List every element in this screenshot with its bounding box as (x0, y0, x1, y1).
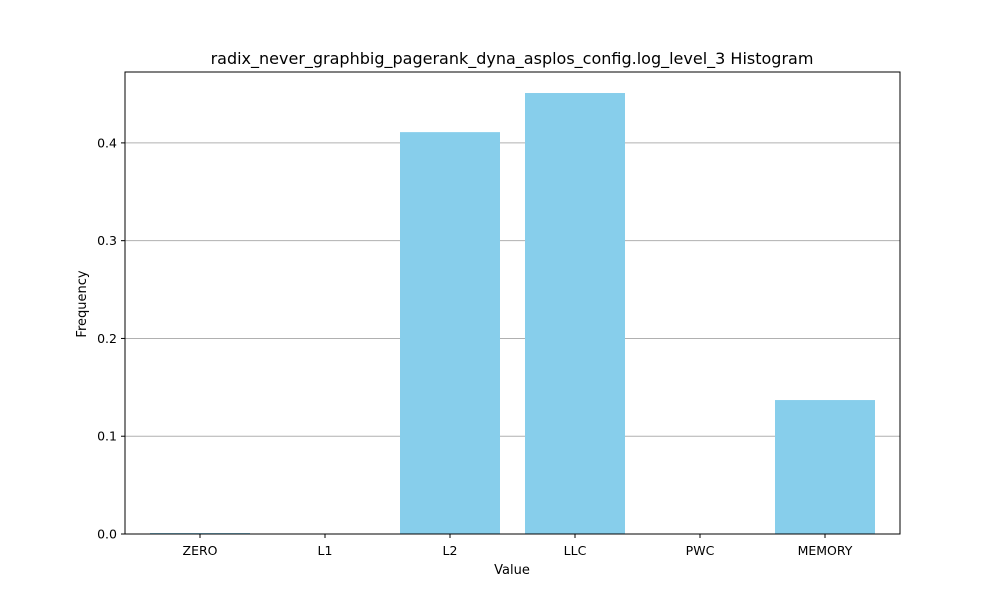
plot-frame (124, 71, 901, 535)
y-tick-label: 0.2 (97, 331, 117, 346)
y-tick-label: 0.4 (97, 135, 117, 150)
bars (150, 93, 875, 535)
x-ticks: ZERO L1 L2 LLC PWC MEMORY (183, 534, 853, 558)
y-ticks: 0.0 0.1 0.2 0.3 0.4 (97, 135, 125, 542)
y-tick-label: 0.1 (97, 429, 117, 444)
chart-title: radix_never_graphbig_pagerank_dyna_asplo… (211, 49, 814, 69)
x-tick-label-l2: L2 (443, 543, 458, 558)
x-tick-label-zero: ZERO (183, 543, 218, 558)
x-tick-label-pwc: PWC (686, 543, 715, 558)
x-tick-label-l1: L1 (318, 543, 333, 558)
bar-memory (775, 400, 875, 534)
y-tick-label: 0.0 (97, 527, 117, 542)
x-tick-label-llc: LLC (564, 543, 587, 558)
bar-llc (525, 93, 625, 535)
y-tick-label: 0.3 (97, 233, 117, 248)
y-axis-label: Frequency (75, 270, 90, 337)
x-axis-label: Value (494, 563, 530, 578)
x-tick-label-memory: MEMORY (798, 543, 853, 558)
bar-l2 (400, 132, 500, 534)
